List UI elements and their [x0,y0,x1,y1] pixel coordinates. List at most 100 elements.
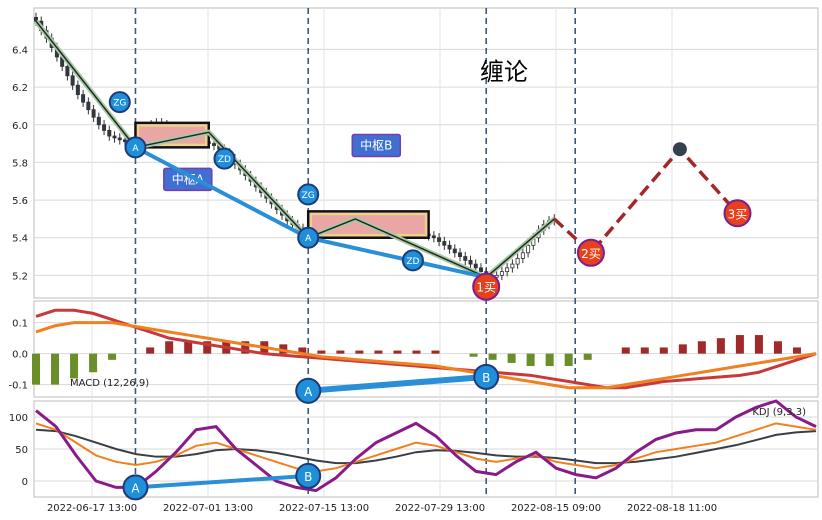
marker-circle [297,226,320,249]
candle-body [468,259,473,265]
macd-diff-line [35,321,817,390]
y-tick-label: 0.1 [12,319,28,330]
macd-bar [640,347,649,354]
panel-frame [33,7,819,299]
candle-body [96,116,101,126]
macd-bar [412,350,421,354]
macd-bar [374,350,383,354]
macd-bar [203,341,212,354]
y-tick-label: 5.6 [12,196,28,207]
marker-label: A [305,234,312,244]
candle-body [458,252,463,257]
kdj-k-line [35,422,817,473]
macd-bar [70,353,79,379]
macd-bar [773,341,782,354]
candle-body [515,258,520,265]
marker-circle [576,238,605,267]
forecast-peak-dot [672,142,687,157]
candle-body [505,267,510,273]
candle-body [112,135,117,139]
marker-label: ZG [302,191,315,201]
marker-label: B [304,470,312,484]
y-tick-label: -0.1 [8,381,28,392]
marker-label: A [131,481,140,495]
candle-body [437,237,442,242]
price-panel: 中枢A 中枢B ZG A ZD ZG A ZD 1买 2买 3买 [34,12,752,301]
macd-bar [545,353,554,367]
marker-label: 3买 [728,207,748,221]
marker-label: ZD [218,155,231,165]
macd-bar [583,353,592,360]
marker-circle [401,249,424,272]
macd-bar [507,353,516,363]
kdj-panel: A B KDJ (9,3,3) [35,399,817,501]
hub-label-box [351,133,402,158]
macd-bar [108,353,117,360]
marker-circle [124,136,147,159]
x-tick-label: 2022-08-15 09:00 [511,503,601,514]
macd-bar [298,347,307,354]
chart-title: 缠论 [480,58,528,86]
macd-bar [488,353,497,360]
y-tick-label: 6.0 [12,121,28,132]
kdj-j-line [35,399,817,493]
marker-circle [295,377,322,404]
macd-bar [393,350,402,354]
candle-body [526,244,531,254]
candle-body [473,263,478,269]
macd-bar [355,350,364,354]
macd-bar [792,347,801,354]
hub-label: 中枢B [360,137,392,152]
macd-bar [146,347,155,354]
marker-label: B [482,371,490,385]
macd-bar [32,353,40,385]
hub-label-box [163,167,213,192]
kdj-d-line [35,428,817,465]
candle-body [122,139,127,143]
macd-bar [89,353,98,373]
macd-bar [564,353,573,367]
macd-bar [659,347,668,354]
forecast-line [553,146,739,256]
macd-bar [431,350,440,354]
candle-body [117,137,122,141]
candle-body [431,235,436,239]
marker-label: ZG [113,99,126,109]
marker-label: 2买 [581,247,601,261]
y-tick-label: 50 [15,445,28,456]
marker-label: ZD [406,257,419,267]
candle-body [478,267,483,273]
macd-bar [165,341,174,354]
marker-circle [213,147,236,170]
macd-bar [279,344,288,354]
marker-circle [472,272,501,301]
y-tick-label: 6.2 [12,83,28,94]
candle-body [442,241,447,246]
x-tick-label: 2022-07-01 13:00 [163,503,253,514]
y-tick-label: 0.0 [12,350,28,361]
candle-body [452,248,457,254]
kdj-divergence-line [135,473,309,490]
marker-circle [295,462,322,489]
x-axis: 2022-06-17 13:00 2022-07-01 13:00 2022-07-… [47,503,717,514]
y-tick-label: 0 [22,477,28,488]
macd-name: MACD (12,26,9) [70,378,149,389]
y-tick-label: 5.8 [12,158,28,169]
marker-circle [297,183,320,206]
macd-bar [697,341,706,354]
macd-dea-line [35,308,817,390]
hub-label: 中枢A [172,171,205,186]
marker-circle [473,363,500,390]
macd-bar [678,344,687,354]
macd-bar [336,350,345,354]
candle-body [499,271,504,276]
candle-body [211,143,216,146]
x-tick-label: 2022-07-29 13:00 [395,503,485,514]
macd-bar [469,353,478,357]
macd-bar [184,341,193,354]
candle-body [102,124,107,131]
y-tick-label: 6.4 [12,45,28,56]
y-tick-label: 5.2 [12,271,28,282]
x-tick-label: 2022-08-18 11:00 [627,503,717,514]
y-tick-label: 100 [9,413,28,424]
